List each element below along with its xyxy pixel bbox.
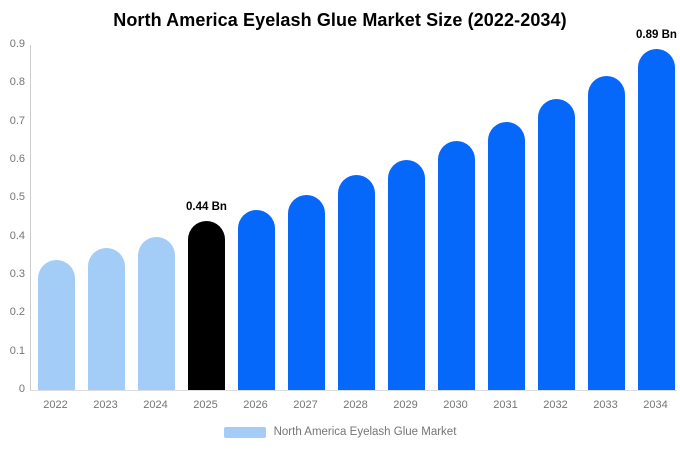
y-tick-0.9: 0.9 (9, 38, 25, 50)
x-tick-2022: 2022 (43, 399, 68, 411)
x-tick-2033: 2033 (593, 399, 618, 411)
y-tick-0.1: 0.1 (9, 344, 25, 357)
bar-2024 (138, 236, 175, 390)
x-tick-2030: 2030 (443, 399, 468, 411)
x-tick-2029: 2029 (393, 399, 418, 411)
bar-2033 (588, 75, 625, 390)
bar-2025 (188, 221, 225, 390)
bar-2034 (638, 48, 675, 390)
bar-2028 (338, 175, 375, 390)
legend: North America Eyelash Glue Market (0, 426, 680, 438)
bar-2031 (488, 121, 525, 390)
x-tick-2027: 2027 (293, 399, 318, 411)
x-tick-2028: 2028 (343, 399, 368, 411)
legend-swatch (223, 426, 266, 438)
plot-area: 0.44 Bn 0.89 Bn (30, 29, 677, 391)
legend-label: North America Eyelash Glue Market (273, 426, 457, 438)
y-tick-0.4: 0.4 (9, 229, 25, 242)
y-tick-0.8: 0.8 (9, 76, 25, 89)
x-tick-2026: 2026 (243, 399, 268, 411)
bar-2032 (538, 98, 575, 390)
y-tick-0: 0 (18, 383, 25, 395)
bar-2030 (438, 140, 475, 390)
y-tick-0.5: 0.5 (9, 191, 25, 204)
bar-2029 (388, 160, 425, 390)
bar-2027 (288, 194, 325, 390)
value-label-2034: 0.89 Bn (636, 28, 677, 41)
bar-2026 (238, 209, 275, 390)
x-tick-2031: 2031 (493, 399, 518, 411)
bar-2023 (88, 248, 125, 390)
y-tick-0.3: 0.3 (9, 268, 25, 280)
x-tick-2032: 2032 (543, 399, 568, 411)
x-tick-2024: 2024 (143, 399, 168, 411)
y-tick-0.7: 0.7 (9, 114, 25, 127)
y-tick-0.2: 0.2 (9, 306, 25, 319)
x-tick-2023: 2023 (93, 399, 118, 411)
x-tick-2025: 2025 (193, 399, 218, 411)
bar-2022 (38, 259, 75, 390)
value-label-2025: 0.44 Bn (186, 201, 227, 214)
y-tick-0.6: 0.6 (9, 153, 25, 165)
x-tick-2034: 2034 (643, 399, 668, 411)
chart-title: North America Eyelash Glue Market Size (… (113, 10, 567, 30)
